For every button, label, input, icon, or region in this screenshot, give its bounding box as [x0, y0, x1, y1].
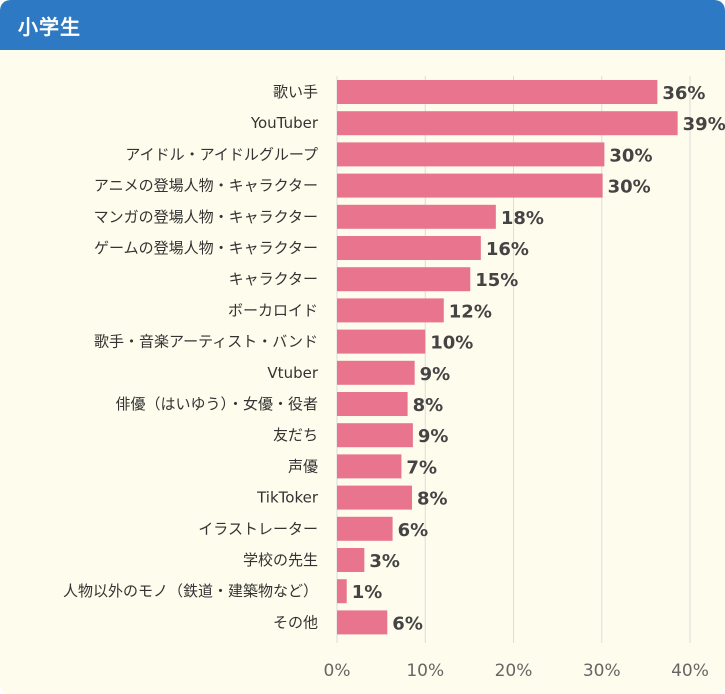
- bar: [337, 329, 426, 354]
- bar: [337, 360, 415, 385]
- bar: [337, 548, 365, 572]
- category-label: 人物以外のモノ（鉄道・建築物など）: [63, 582, 318, 600]
- category-label: Vtuber: [267, 364, 318, 382]
- category-label: ボーカロイド: [228, 301, 318, 319]
- bar: [337, 579, 347, 604]
- value-label: 8%: [417, 489, 448, 510]
- value-label: 12%: [449, 301, 492, 322]
- value-label: 3%: [369, 551, 400, 572]
- category-label: TikToker: [256, 489, 319, 507]
- value-label: 6%: [392, 613, 423, 634]
- value-label: 15%: [475, 270, 518, 291]
- value-label: 16%: [486, 239, 529, 260]
- value-label: 7%: [406, 457, 437, 478]
- bar: [337, 485, 413, 510]
- bar: [337, 80, 658, 104]
- x-tick-label: 20%: [495, 661, 533, 681]
- value-label: 10%: [430, 333, 473, 354]
- category-label: キャラクター: [229, 270, 318, 288]
- category-label: 歌手・音楽アーティスト・バンド: [94, 333, 318, 351]
- bar: [337, 298, 444, 323]
- value-label: 6%: [398, 520, 429, 541]
- bar: [337, 204, 496, 229]
- category-label: 友だち: [273, 426, 318, 444]
- bar: [337, 610, 388, 635]
- value-label: 39%: [683, 114, 725, 135]
- category-label: 学校の先生: [243, 551, 318, 569]
- category-label: マンガの登場人物・キャラクター: [94, 208, 318, 226]
- value-label: 9%: [418, 426, 449, 447]
- value-label: 1%: [352, 582, 383, 603]
- bar: [337, 142, 605, 167]
- bar: [337, 454, 402, 479]
- value-label: 8%: [413, 395, 444, 416]
- category-label: その他: [273, 613, 318, 631]
- category-label: 声優: [288, 457, 318, 475]
- bar: [337, 392, 408, 416]
- value-label: 36%: [662, 83, 705, 104]
- bar: [337, 173, 603, 198]
- bar: [337, 267, 471, 292]
- bar: [337, 516, 393, 541]
- bar: [337, 423, 413, 448]
- x-tick-label: 10%: [406, 661, 444, 681]
- value-label: 30%: [608, 177, 651, 198]
- value-label: 9%: [420, 364, 451, 385]
- category-label: 歌い手: [273, 83, 318, 101]
- category-label: ゲームの登場人物・キャラクター: [94, 239, 318, 257]
- category-label: アニメの登場人物・キャラクター: [94, 177, 318, 195]
- bar: [337, 111, 678, 136]
- x-tick-label: 40%: [671, 661, 709, 681]
- category-label: YouTuber: [250, 114, 319, 132]
- category-label: 俳優（はいゆう）・女優・役者: [115, 395, 318, 413]
- x-tick-label: 30%: [583, 661, 621, 681]
- category-label: アイドル・アイドルグループ: [125, 145, 318, 163]
- bar: [337, 236, 481, 260]
- panel-header: 小学生: [0, 0, 725, 50]
- x-tick-label: 0%: [324, 661, 351, 681]
- value-label: 18%: [501, 208, 544, 229]
- value-label: 30%: [609, 145, 652, 166]
- category-label: イラストレーター: [198, 520, 318, 538]
- page-title: 小学生: [18, 15, 81, 39]
